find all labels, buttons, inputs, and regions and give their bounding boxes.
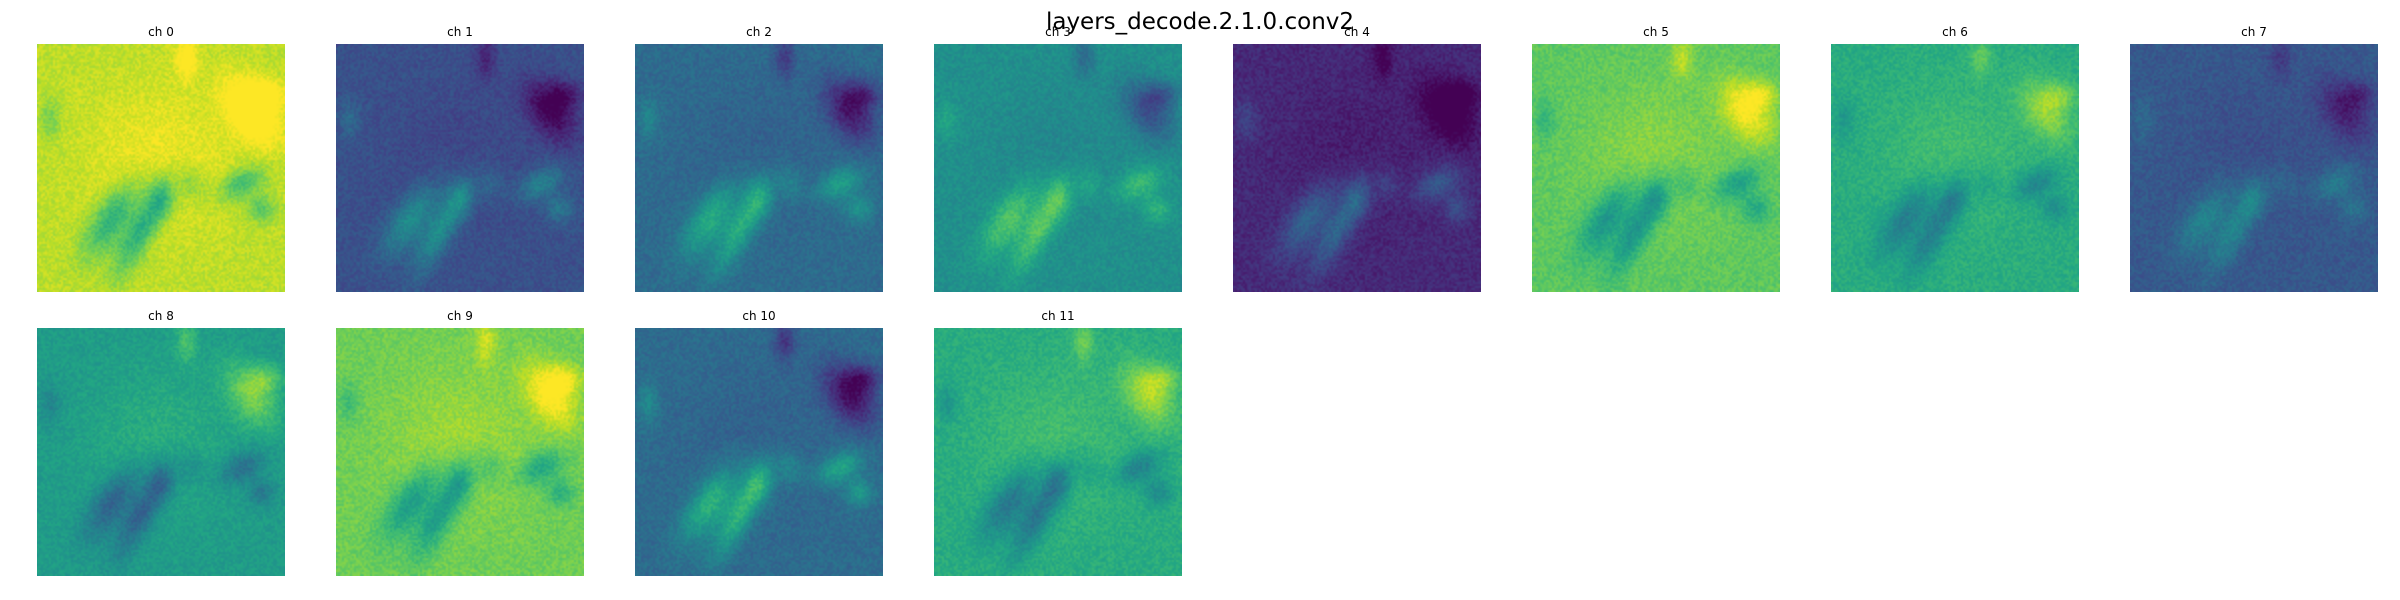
panel-title: ch 4: [1344, 25, 1370, 39]
heatmap-image: [635, 328, 883, 576]
heatmap-image: [336, 328, 584, 576]
panel-title: ch 1: [447, 25, 473, 39]
heatmap-image: [1233, 44, 1481, 292]
panel-title: ch 6: [1942, 25, 1968, 39]
heatmap-image: [336, 44, 584, 292]
panel-title: ch 3: [1045, 25, 1071, 39]
heatmap-image: [37, 328, 285, 576]
heatmap-image: [37, 44, 285, 292]
heatmap-image: [635, 44, 883, 292]
heatmap-image: [934, 328, 1182, 576]
panel-title: ch 8: [148, 309, 174, 323]
heatmap-image: [2130, 44, 2378, 292]
panel-title: ch 0: [148, 25, 174, 39]
heatmap-image: [1831, 44, 2079, 292]
panel-title: ch 11: [1041, 309, 1075, 323]
panel-title: ch 9: [447, 309, 473, 323]
heatmap-image: [1532, 44, 1780, 292]
heatmap-image: [934, 44, 1182, 292]
panel-title: ch 7: [2241, 25, 2267, 39]
panel-title: ch 10: [742, 309, 776, 323]
panel-title: ch 5: [1643, 25, 1669, 39]
figure-title: layers_decode.2.1.0.conv2: [1045, 9, 1355, 35]
panel-title: ch 2: [746, 25, 772, 39]
